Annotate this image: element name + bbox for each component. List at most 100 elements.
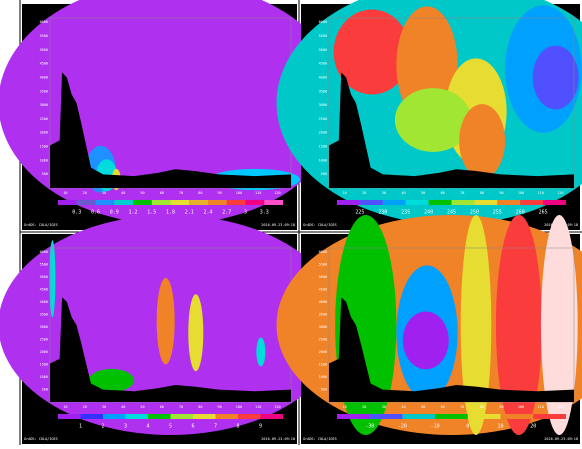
x-tick-label: 120 [274, 191, 280, 195]
colorbar-swatch [402, 414, 435, 419]
colorbar-swatch [543, 200, 566, 205]
colorbar-label: 240 [424, 210, 433, 216]
y-tick-label: 5000 [319, 48, 327, 52]
x-tick-label: 60 [441, 405, 445, 409]
colorbar-swatch [501, 414, 534, 419]
timestamp: 2016-09-23-09:18 [544, 437, 578, 441]
y-tick-label: 1500 [40, 145, 48, 149]
colorbar-swatch [406, 200, 429, 205]
y-tick-label: 1000 [319, 158, 327, 162]
x-tick-label: 70 [179, 191, 183, 195]
y-tick-label: 3500 [319, 312, 327, 316]
x-tick-label: 10 [63, 191, 67, 195]
colorbar-swatch [189, 200, 208, 205]
y-tick-label: 1000 [40, 158, 48, 162]
colorbar-label: 250 [470, 210, 479, 216]
credit: GrADS: COLA/IGES [303, 223, 337, 227]
y-tick-label: 3000 [319, 325, 327, 329]
y-tick-label: 2500 [319, 117, 327, 121]
y-tick-label: 1000 [319, 375, 327, 379]
panel: V and W (m/s) 0900 UTC (t=451)5001000150… [277, 215, 582, 444]
colorbar-label: 6 [191, 424, 194, 430]
colorbar-label: 0 [466, 424, 469, 430]
colorbar-label: -10 [431, 424, 440, 430]
x-tick-label: 70 [460, 405, 464, 409]
x-tick-label: 110 [538, 405, 544, 409]
colorbar-label: 7 [214, 424, 217, 430]
y-tick-label: 6000 [319, 250, 327, 254]
timestamp: 2016-09-23-09:18 [261, 437, 295, 441]
colorbar-swatch [360, 200, 383, 205]
x-tick-label: 70 [179, 405, 183, 409]
y-tick-label: 6000 [40, 250, 48, 254]
y-tick-label: 500 [42, 387, 48, 391]
y-tick-label: 3500 [40, 312, 48, 316]
y-tick-label: 1500 [40, 362, 48, 366]
field [533, 46, 579, 110]
colorbar-swatch [261, 414, 284, 419]
timestamp: 2016-09-23-09:18 [261, 223, 295, 227]
colorbar-label: 1.2 [128, 210, 137, 216]
x-tick-label: 10 [343, 191, 347, 195]
x-tick-label: 40 [401, 405, 405, 409]
colorbar-swatch [148, 414, 171, 419]
y-tick-label: 6000 [319, 20, 327, 24]
y-tick-label: 1500 [319, 145, 327, 149]
y-tick-label: 4000 [319, 75, 327, 79]
x-tick-label: 50 [140, 405, 144, 409]
x-tick-label: 100 [236, 405, 242, 409]
colorbar-label: 5 [169, 424, 172, 430]
x-tick-label: 90 [218, 405, 222, 409]
colorbar-swatch [452, 200, 475, 205]
y-tick-label: 2000 [319, 350, 327, 354]
colorbar-swatch [77, 200, 96, 205]
y-tick-label: 2000 [40, 350, 48, 354]
x-tick-label: 50 [421, 405, 425, 409]
colorbar-swatch [429, 200, 452, 205]
field [188, 294, 203, 371]
x-tick-label: 60 [441, 191, 445, 195]
x-tick-label: 40 [401, 191, 405, 195]
credit: GrADS: COLA/IGES [24, 437, 58, 441]
x-tick-label: 80 [198, 191, 202, 195]
y-tick-label: 4000 [40, 300, 48, 304]
x-tick-label: 100 [518, 405, 524, 409]
y-tick-label: 4500 [319, 62, 327, 66]
field [256, 338, 265, 367]
colorbar-label: 2 [101, 424, 104, 430]
colorbar-label: 8 [236, 424, 239, 430]
x-tick-label: 80 [480, 405, 484, 409]
colorbar-swatch [216, 414, 239, 419]
colorbar-label: 1 [79, 424, 82, 430]
x-tick-label: 90 [218, 191, 222, 195]
colorbar-label: 9 [259, 424, 262, 430]
colorbar-swatch [370, 414, 403, 419]
colorbar-label: 235 [401, 210, 410, 216]
colorbar-swatch [103, 414, 126, 419]
field [49, 240, 55, 317]
colorbar-swatch [246, 200, 265, 205]
colorbar-swatch [126, 414, 149, 419]
colorbar-label: 3.3 [260, 210, 269, 216]
x-tick-label: 80 [198, 405, 202, 409]
colorbar-swatch [435, 414, 468, 419]
y-tick-label: 5500 [40, 262, 48, 266]
colorbar-label: 20 [530, 424, 536, 430]
colorbar-label: 3 [124, 424, 127, 430]
x-tick-label: 120 [557, 191, 563, 195]
y-tick-label: 4500 [40, 62, 48, 66]
x-tick-label: 30 [382, 405, 386, 409]
colorbar-label: 0.3 [72, 210, 81, 216]
y-tick-label: 2000 [319, 131, 327, 135]
colorbar-label: 10 [498, 424, 504, 430]
x-tick-label: 60 [160, 191, 164, 195]
colorbar-swatch [81, 414, 104, 419]
x-tick-label: 40 [121, 405, 125, 409]
colorbar-swatch [58, 200, 77, 205]
y-tick-label: 5500 [40, 34, 48, 38]
colorbar-swatch [264, 200, 283, 205]
y-tick-label: 5000 [319, 275, 327, 279]
y-tick-label: 4000 [319, 300, 327, 304]
y-tick-label: 1000 [40, 375, 48, 379]
colorbar-label: 225 [355, 210, 364, 216]
